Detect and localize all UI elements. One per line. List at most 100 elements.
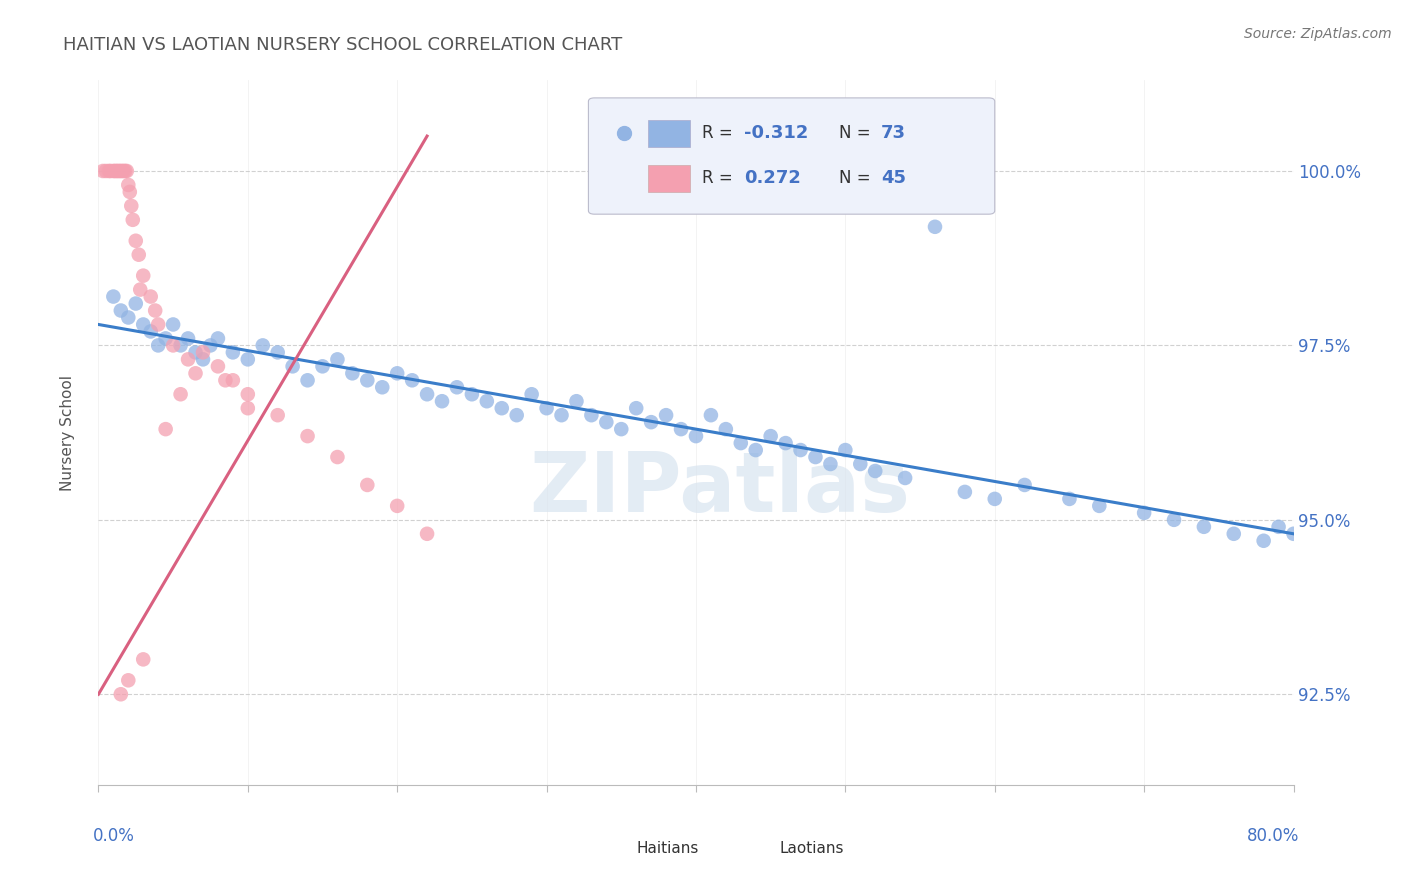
Point bbox=[191, 352, 214, 367]
Point bbox=[191, 345, 214, 359]
Point bbox=[184, 345, 207, 359]
Point bbox=[117, 673, 139, 688]
Point bbox=[184, 367, 207, 381]
Point bbox=[536, 401, 558, 416]
Point bbox=[110, 303, 132, 318]
Point bbox=[371, 380, 394, 394]
FancyBboxPatch shape bbox=[738, 838, 772, 859]
Point bbox=[475, 394, 498, 409]
Point bbox=[1014, 478, 1036, 492]
Y-axis label: Nursery School: Nursery School bbox=[60, 375, 75, 491]
Point bbox=[520, 387, 543, 401]
Point bbox=[581, 408, 603, 422]
Point bbox=[730, 436, 752, 450]
Point bbox=[416, 387, 439, 401]
Point bbox=[565, 394, 588, 409]
FancyBboxPatch shape bbox=[648, 120, 690, 147]
Point bbox=[326, 352, 349, 367]
Point bbox=[1163, 513, 1185, 527]
Text: 45: 45 bbox=[882, 169, 907, 186]
Text: 80.0%: 80.0% bbox=[1247, 827, 1299, 846]
Point bbox=[129, 283, 152, 297]
Point bbox=[200, 338, 222, 352]
Point bbox=[222, 373, 245, 387]
Point bbox=[107, 164, 129, 178]
Text: 73: 73 bbox=[882, 124, 907, 142]
Point bbox=[118, 185, 141, 199]
Point bbox=[104, 164, 127, 178]
Point bbox=[385, 367, 409, 381]
Point bbox=[416, 526, 439, 541]
Point bbox=[655, 408, 678, 422]
Point bbox=[143, 303, 166, 318]
Point bbox=[139, 289, 162, 303]
Point bbox=[311, 359, 333, 374]
Point bbox=[1282, 526, 1305, 541]
Point bbox=[162, 318, 184, 332]
Point bbox=[342, 367, 364, 381]
Point bbox=[105, 164, 128, 178]
Point bbox=[430, 394, 453, 409]
Point bbox=[132, 652, 155, 666]
Text: ZIPatlas: ZIPatlas bbox=[530, 449, 910, 530]
Text: N =: N = bbox=[839, 124, 876, 142]
Text: 0.0%: 0.0% bbox=[93, 827, 135, 846]
Text: -0.312: -0.312 bbox=[744, 124, 808, 142]
Point bbox=[112, 164, 135, 178]
Point bbox=[1088, 499, 1111, 513]
Point bbox=[139, 325, 162, 339]
Point bbox=[550, 408, 572, 422]
Text: Laotians: Laotians bbox=[779, 841, 844, 856]
Point bbox=[148, 318, 170, 332]
Point bbox=[103, 164, 125, 178]
Point bbox=[121, 212, 143, 227]
Text: R =: R = bbox=[702, 169, 738, 186]
Point bbox=[132, 318, 155, 332]
Point bbox=[132, 268, 155, 283]
Point bbox=[115, 164, 138, 178]
Point bbox=[281, 359, 304, 374]
Point bbox=[110, 164, 132, 178]
Point bbox=[789, 443, 811, 458]
Point bbox=[91, 164, 114, 178]
Point bbox=[114, 164, 136, 178]
Point bbox=[162, 338, 184, 352]
Point bbox=[97, 164, 120, 178]
Point bbox=[685, 429, 707, 443]
Point bbox=[894, 471, 917, 485]
Point bbox=[326, 450, 349, 464]
Point bbox=[94, 164, 117, 178]
Point bbox=[506, 408, 529, 422]
Point bbox=[177, 352, 200, 367]
Point bbox=[385, 499, 409, 513]
Point bbox=[595, 415, 617, 429]
FancyBboxPatch shape bbox=[648, 165, 690, 192]
Point bbox=[953, 484, 976, 499]
Point bbox=[356, 373, 378, 387]
FancyBboxPatch shape bbox=[595, 838, 628, 859]
Point bbox=[297, 429, 319, 443]
Point bbox=[222, 345, 245, 359]
Point bbox=[214, 373, 236, 387]
Text: N =: N = bbox=[839, 169, 876, 186]
Point bbox=[626, 401, 648, 416]
Point bbox=[700, 408, 723, 422]
Point bbox=[98, 164, 122, 178]
Point bbox=[610, 422, 633, 436]
Point bbox=[236, 352, 259, 367]
Point bbox=[155, 331, 177, 345]
Point bbox=[111, 164, 134, 178]
Point bbox=[108, 164, 131, 178]
FancyBboxPatch shape bbox=[589, 98, 995, 214]
Point bbox=[865, 464, 887, 478]
Point bbox=[775, 436, 797, 450]
Point bbox=[745, 443, 768, 458]
Point bbox=[267, 408, 290, 422]
Point bbox=[714, 422, 737, 436]
Point bbox=[117, 178, 139, 192]
Text: R =: R = bbox=[702, 124, 738, 142]
Point bbox=[125, 296, 148, 310]
Text: 0.272: 0.272 bbox=[744, 169, 800, 186]
Point bbox=[446, 380, 468, 394]
Point bbox=[759, 429, 782, 443]
